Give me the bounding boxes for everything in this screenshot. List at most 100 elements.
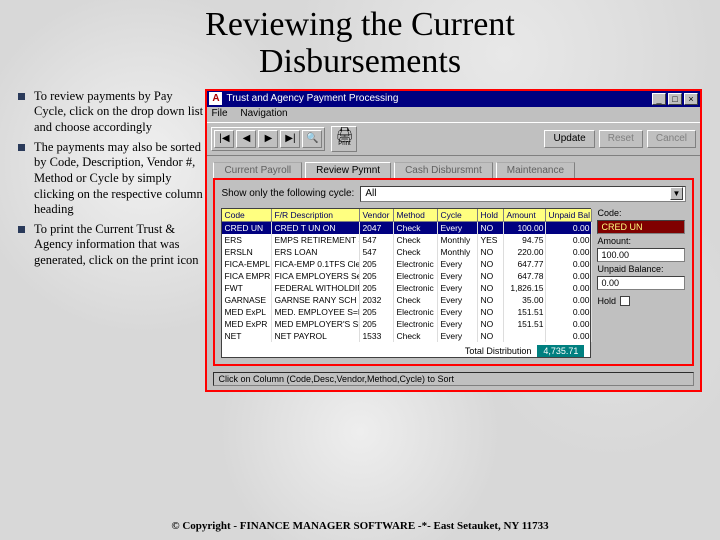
cell-unpaid: 0.00 xyxy=(546,258,592,270)
copyright-footer: © Copyright - FINANCE MANAGER SOFTWARE -… xyxy=(0,520,720,532)
cell-cycle: Monthly xyxy=(438,234,478,246)
nav-prev-button[interactable]: ◀ xyxy=(236,130,256,148)
cell-vendor: 205 xyxy=(360,318,394,330)
tab-cash-disbursmnt[interactable]: Cash Disbursmnt xyxy=(394,162,493,178)
cell-hold: NO xyxy=(478,258,504,270)
nav-next-button[interactable]: ▶ xyxy=(258,130,278,148)
cell-desc: NET PAYROL xyxy=(272,330,360,342)
nav-last-button[interactable]: ▶| xyxy=(280,130,300,148)
cell-unpaid: 0.00 xyxy=(546,246,592,258)
cell-code: ERSLN xyxy=(222,246,272,258)
tab-maintenance[interactable]: Maintenance xyxy=(496,162,575,178)
cell-cycle: Every xyxy=(438,282,478,294)
cell-vendor: 547 xyxy=(360,234,394,246)
unpaid-value: 0.00 xyxy=(597,276,685,290)
table-row[interactable]: FICA-EMPLFICA-EMP 0.1TFS Cle205Electroni… xyxy=(222,258,590,270)
cell-unpaid: 0.00 xyxy=(546,234,592,246)
col-code[interactable]: Code xyxy=(222,209,272,222)
title-line-1: Reviewing the Current xyxy=(0,6,720,43)
col-hold[interactable]: Hold xyxy=(478,209,504,222)
grid-header[interactable]: Code F/R Description Vendor Method Cycle… xyxy=(222,209,590,222)
cell-cycle: Every xyxy=(438,330,478,342)
app-window: A Trust and Agency Payment Processing _ … xyxy=(205,89,702,392)
cycle-dropdown[interactable]: All ▼ xyxy=(360,186,686,202)
minimize-button[interactable]: _ xyxy=(652,93,666,105)
cell-method: Electronic xyxy=(394,282,438,294)
cycle-value: All xyxy=(365,188,376,199)
cell-code: CRED UN xyxy=(222,222,272,234)
bullet-list: To review payments by Pay Cycle, click o… xyxy=(18,89,205,392)
col-vendor[interactable]: Vendor xyxy=(360,209,394,222)
cell-hold: NO xyxy=(478,222,504,234)
cell-unpaid: 0.00 xyxy=(546,270,592,282)
hold-checkbox[interactable] xyxy=(620,296,630,306)
cell-unpaid: 0.00 xyxy=(546,318,592,330)
cell-hold: NO xyxy=(478,306,504,318)
menu-file[interactable]: File xyxy=(211,108,227,119)
maximize-button[interactable]: □ xyxy=(668,93,682,105)
cell-hold: NO xyxy=(478,282,504,294)
cell-method: Electronic xyxy=(394,306,438,318)
nav-group: |◀ ◀ ▶ ▶| 🔍 xyxy=(211,127,325,151)
cell-amount: 100.00 xyxy=(504,222,546,234)
total-label: Total Distribution xyxy=(465,346,532,356)
col-desc[interactable]: F/R Description xyxy=(272,209,360,222)
table-row[interactable]: FICA EMPRFICA EMPLOYERS Se205ElectronicE… xyxy=(222,270,590,282)
col-cycle[interactable]: Cycle xyxy=(438,209,478,222)
cell-amount: 94.75 xyxy=(504,234,546,246)
cycle-label: Show only the following cycle: xyxy=(221,188,354,199)
cell-hold: YES xyxy=(478,234,504,246)
table-row[interactable]: CRED UNCRED T UN ON2047CheckEveryNO100.0… xyxy=(222,222,590,234)
cell-desc: FICA-EMP 0.1TFS Cle xyxy=(272,258,360,270)
cell-amount: 35.00 xyxy=(504,294,546,306)
cell-vendor: 205 xyxy=(360,270,394,282)
cell-amount: 647.77 xyxy=(504,258,546,270)
window-title: Trust and Agency Payment Processing xyxy=(226,93,398,104)
cell-cycle: Every xyxy=(438,306,478,318)
close-button[interactable]: × xyxy=(684,93,698,105)
nav-first-button[interactable]: |◀ xyxy=(214,130,234,148)
table-row[interactable]: GARNASEGARNSE RANY SCH2032CheckEveryNO35… xyxy=(222,294,590,306)
table-row[interactable]: MED ExPLMED. EMPLOYEE S=L205ElectronicEv… xyxy=(222,306,590,318)
slide-title: Reviewing the Current Disbursements xyxy=(0,0,720,81)
app-icon: A xyxy=(209,92,222,105)
hold-label: Hold xyxy=(597,296,616,306)
cell-code: FICA-EMPL xyxy=(222,258,272,270)
cell-hold: NO xyxy=(478,318,504,330)
find-button[interactable]: 🔍 xyxy=(302,130,322,148)
toolbar: |◀ ◀ ▶ ▶| 🔍 🖨 Print Update Reset Cancel xyxy=(207,122,700,156)
cell-amount: 647.78 xyxy=(504,270,546,282)
cell-desc: ERS LOAN xyxy=(272,246,360,258)
cell-amount: 220.00 xyxy=(504,246,546,258)
col-amount[interactable]: Amount xyxy=(504,209,546,222)
table-row[interactable]: MED ExPRMED EMPLOYER'S SE205ElectronicEv… xyxy=(222,318,590,330)
cell-code: FICA EMPR xyxy=(222,270,272,282)
cell-hold: NO xyxy=(478,270,504,282)
tab-review-pymnt[interactable]: Review Pymnt xyxy=(305,162,391,178)
cell-unpaid: 0.00 xyxy=(546,282,592,294)
cancel-button[interactable]: Cancel xyxy=(647,130,696,148)
cell-method: Check xyxy=(394,234,438,246)
amount-value[interactable]: 100.00 xyxy=(597,248,685,262)
cell-desc: GARNSE RANY SCH xyxy=(272,294,360,306)
cell-cycle: Every xyxy=(438,222,478,234)
print-button[interactable]: 🖨 Print xyxy=(331,126,357,152)
cell-desc: FICA EMPLOYERS Se xyxy=(272,270,360,282)
title-line-2: Disbursements xyxy=(0,43,720,80)
table-row[interactable]: FWTFEDERAL WITHOLDIN205ElectronicEveryNO… xyxy=(222,282,590,294)
menu-navigation[interactable]: Navigation xyxy=(240,108,287,119)
reset-button[interactable]: Reset xyxy=(599,130,643,148)
chevron-down-icon: ▼ xyxy=(670,187,683,200)
col-method[interactable]: Method xyxy=(394,209,438,222)
table-row[interactable]: ERSLNERS LOAN547CheckMonthlyNO220.000.00 xyxy=(222,246,590,258)
cell-vendor: 205 xyxy=(360,282,394,294)
cell-hold: NO xyxy=(478,294,504,306)
tab-row: Current Payroll Review Pymnt Cash Disbur… xyxy=(207,156,700,178)
col-unpaid[interactable]: Unpaid Bal xyxy=(546,209,592,222)
table-row[interactable]: NETNET PAYROL1533CheckEveryNO0.00 xyxy=(222,330,590,342)
table-row[interactable]: ERSEMPS RETIREMENT S547CheckMonthlyYES94… xyxy=(222,234,590,246)
update-button[interactable]: Update xyxy=(544,130,594,148)
tab-current-payroll[interactable]: Current Payroll xyxy=(213,162,302,178)
cell-method: Check xyxy=(394,330,438,342)
cell-method: Check xyxy=(394,222,438,234)
